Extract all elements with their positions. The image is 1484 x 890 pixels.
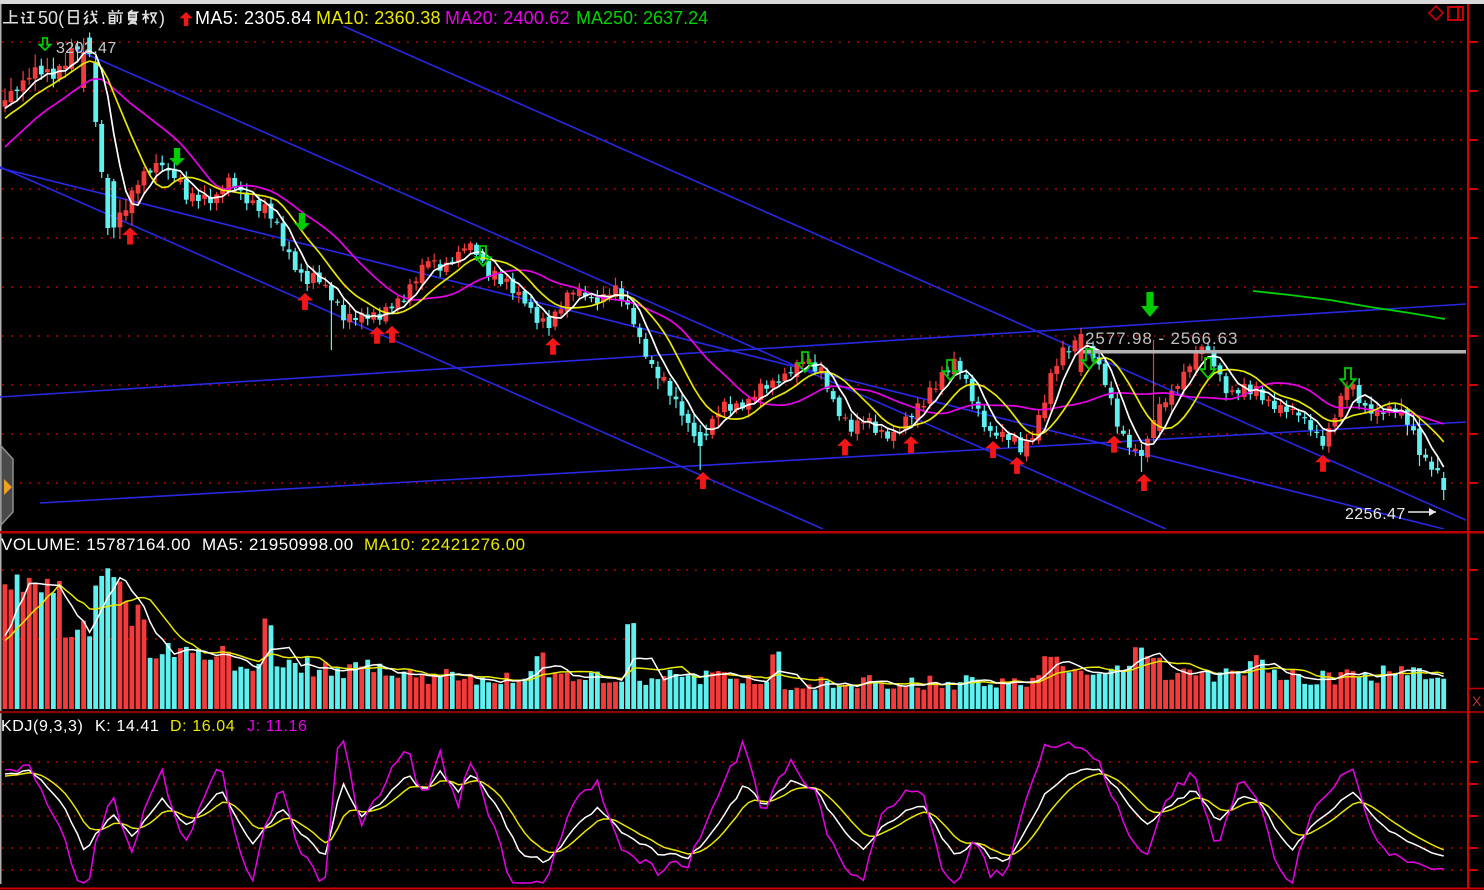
svg-text:MA5: 2305.84: MA5: 2305.84: [195, 8, 312, 28]
svg-text:X: X: [1472, 693, 1482, 709]
svg-text:MA20: 2400.62: MA20: 2400.62: [445, 8, 570, 28]
svg-text:MA250: 2637.24: MA250: 2637.24: [576, 8, 708, 28]
svg-text:2577.98 - 2566.63: 2577.98 - 2566.63: [1085, 329, 1238, 348]
svg-text:): ): [159, 8, 165, 28]
svg-text:3202.47: 3202.47: [56, 40, 117, 57]
svg-text:.: .: [101, 8, 106, 28]
svg-text:MA10: 2360.38: MA10: 2360.38: [316, 8, 441, 28]
svg-text:VOLUME: 15787164.00: VOLUME: 15787164.00: [1, 535, 191, 554]
svg-text:KDJ(9,3,3): KDJ(9,3,3): [1, 718, 83, 735]
svg-text:K: 14.41: K: 14.41: [95, 718, 159, 735]
svg-text:MA5: 21950998.00: MA5: 21950998.00: [202, 535, 354, 554]
svg-text:2256.47: 2256.47: [1345, 506, 1406, 523]
svg-text:MA10: 22421276.00: MA10: 22421276.00: [364, 535, 526, 554]
svg-text:J: 11.16: J: 11.16: [247, 718, 308, 735]
svg-text:50(: 50(: [38, 8, 64, 28]
svg-text:D: 16.04: D: 16.04: [170, 718, 235, 735]
